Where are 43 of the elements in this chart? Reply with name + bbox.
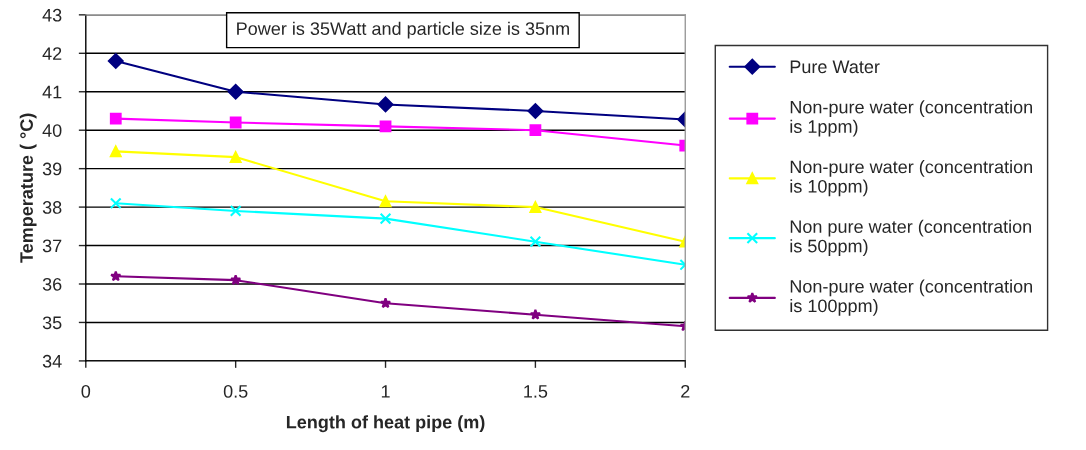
legend-label: Non pure water (concentration is 50ppm) xyxy=(790,219,1032,257)
legend-label: Non-pure water (concentration is 1ppm) xyxy=(790,100,1032,137)
point xyxy=(229,116,242,129)
point xyxy=(529,201,542,213)
point xyxy=(109,197,122,210)
y-axis-title: Temperature ( °C) xyxy=(19,113,37,263)
point xyxy=(379,195,392,208)
legend-label: Pure Water xyxy=(790,60,880,74)
x-axis-title: Length of heat pipe (m) xyxy=(286,415,485,433)
y-tick-label: 40 xyxy=(42,124,62,137)
y-tick-label: 34 xyxy=(42,354,62,368)
point xyxy=(379,297,392,309)
point xyxy=(379,212,392,225)
point xyxy=(529,308,542,320)
y-tick-label: 43 xyxy=(42,8,62,22)
x-tick-label: 1 xyxy=(381,385,390,398)
legend-label: Non-pure water (concentration is 100ppm) xyxy=(790,279,1032,316)
point xyxy=(110,270,122,282)
x-tick-label: 1.5 xyxy=(524,385,548,398)
point xyxy=(109,112,122,125)
point xyxy=(230,274,242,286)
y-tick-label: 38 xyxy=(42,201,62,214)
y-tick-label: 36 xyxy=(42,277,62,291)
point xyxy=(529,124,542,137)
x-tick-label: 0 xyxy=(81,384,91,398)
y-tick-label: 39 xyxy=(42,162,62,176)
point xyxy=(379,120,392,133)
point xyxy=(109,145,122,158)
annotation: Power is 35Watt and particle size is 35nm xyxy=(237,21,569,39)
legend-label: Non-pure water (concentration is 10ppm) xyxy=(790,160,1032,197)
x-tick-label: 2 xyxy=(681,384,690,398)
point xyxy=(229,205,242,217)
y-tick-label: 37 xyxy=(42,239,62,253)
y-tick-label: 42 xyxy=(42,47,62,60)
point xyxy=(107,53,124,69)
point xyxy=(527,103,544,119)
point xyxy=(227,83,244,100)
x-tick-label: 0.5 xyxy=(223,384,248,398)
point xyxy=(229,151,242,164)
y-tick-label: 41 xyxy=(42,85,62,99)
point xyxy=(377,96,394,113)
y-tick-label: 35 xyxy=(42,316,62,330)
point xyxy=(529,235,542,248)
